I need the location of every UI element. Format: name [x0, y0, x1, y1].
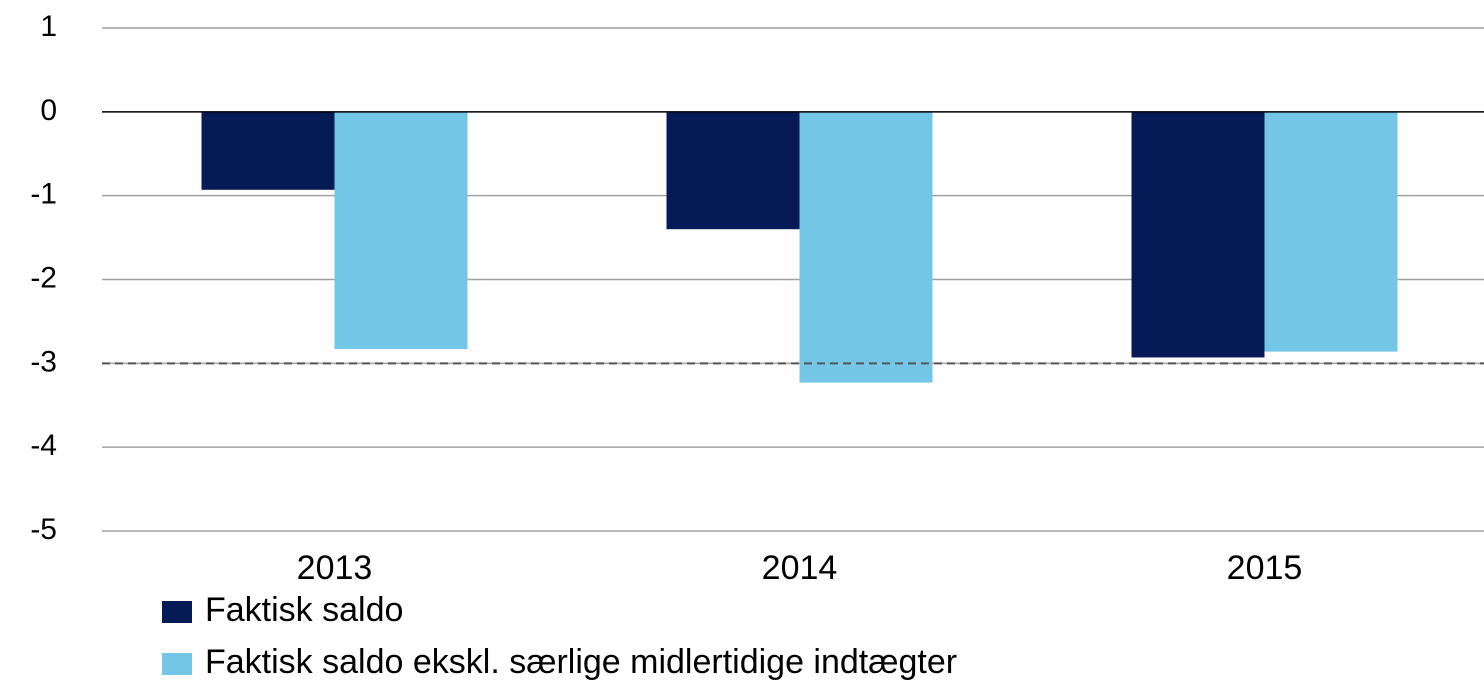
y-tick-label: 0 [40, 94, 57, 127]
x-tick-label: 2014 [762, 549, 838, 587]
legend-label: Faktisk saldo ekskl. særlige midlertidig… [205, 643, 957, 681]
legend-label: Faktisk saldo [205, 591, 403, 629]
y-tick-label: -2 [30, 261, 57, 294]
x-tick-label: 2013 [297, 549, 373, 587]
y-tick-label: 1 [40, 10, 57, 43]
y-tick-label: -1 [30, 178, 57, 211]
bar [334, 111, 468, 350]
bar [1131, 111, 1265, 358]
y-tick-label: -3 [30, 345, 57, 378]
bar [201, 111, 335, 190]
y-tick-label: -4 [30, 429, 57, 462]
bar [666, 111, 800, 230]
x-tick-label: 2015 [1227, 549, 1303, 587]
bar [799, 111, 933, 383]
bar [1264, 111, 1398, 352]
y-tick-label: -5 [30, 513, 57, 546]
legend-swatch [162, 601, 192, 623]
legend-swatch [162, 653, 192, 675]
